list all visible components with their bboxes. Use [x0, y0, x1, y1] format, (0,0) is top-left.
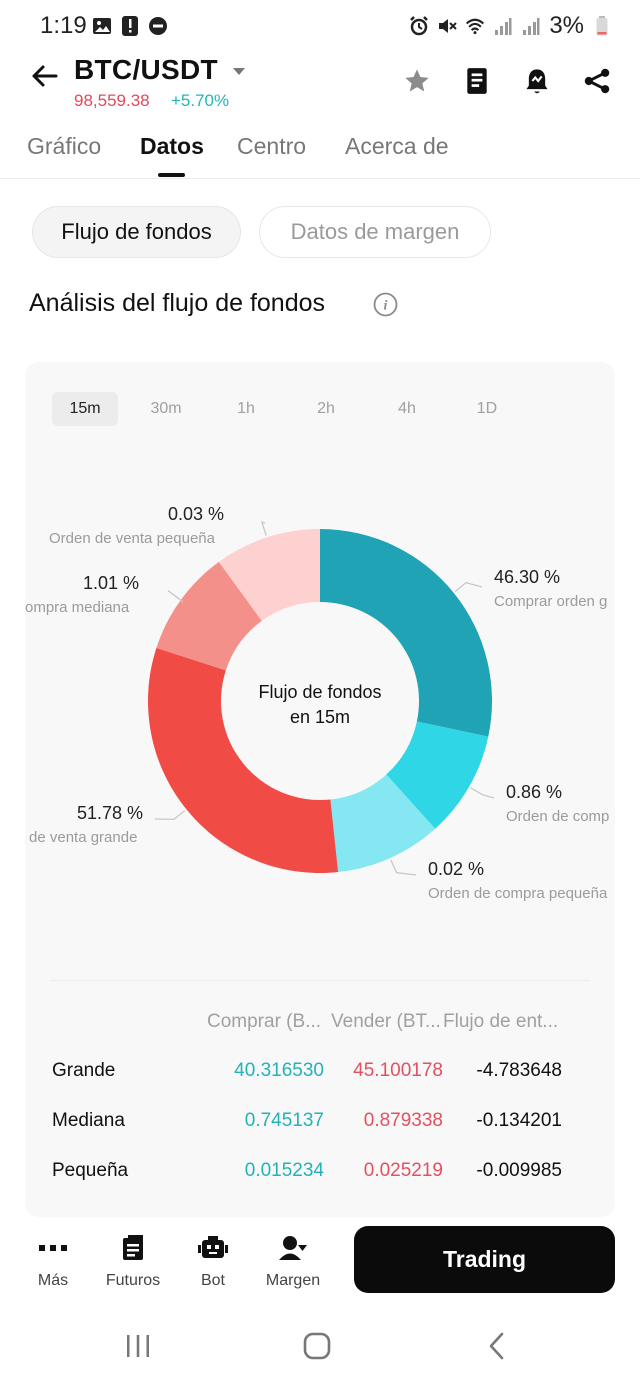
tab-grafico[interactable]: Gráfico	[27, 133, 102, 159]
slice-label-pct: 51.78 %	[77, 803, 144, 823]
row-label-mediana: Mediana	[52, 1110, 125, 1131]
slice-label-pct: 0.03 %	[168, 504, 225, 524]
back-button[interactable]	[26, 58, 62, 94]
nav-bot[interactable]: Bot	[178, 1232, 248, 1290]
star-icon[interactable]	[400, 64, 434, 98]
fund-flow-donut-chart	[148, 521, 495, 876]
cell-sell: 45.100178	[353, 1060, 443, 1081]
nav-label: Futuros	[105, 1272, 161, 1289]
nav-label: Más	[37, 1272, 69, 1289]
image-icon	[92, 16, 112, 36]
nav-mas[interactable]: Más	[18, 1232, 88, 1290]
slice-label-name: Comprar orden g	[494, 593, 608, 610]
donut-leader-line	[260, 521, 267, 536]
section-title: Análisis del flujo de fondos	[29, 289, 326, 317]
slice-label-name: Orden de compra pequeña	[428, 885, 608, 902]
info-icon[interactable]: i	[373, 292, 398, 317]
cell-sell: 0.879338	[363, 1110, 443, 1131]
recents-icon[interactable]	[118, 1330, 158, 1362]
svg-text:i: i	[384, 299, 388, 314]
timeframe-15m[interactable]: 15m	[52, 392, 118, 426]
book-icon[interactable]	[460, 64, 494, 98]
alert-bell-icon[interactable]	[520, 64, 554, 98]
timeframe-1h[interactable]: 1h	[237, 400, 255, 417]
active-tab-indicator	[158, 173, 185, 177]
slice-label-name: Orden de comp	[506, 808, 610, 825]
donut-leader-line	[454, 581, 483, 592]
slice-label-name: ompra mediana	[25, 599, 130, 616]
cell-buy: 0.015234	[244, 1160, 324, 1181]
arrow-left-icon	[32, 65, 58, 87]
tab-centro[interactable]: Centro	[237, 133, 307, 159]
cell-net: -0.134201	[476, 1110, 562, 1131]
margin-icon	[277, 1232, 309, 1264]
tabs-divider	[0, 178, 640, 179]
donut-slice	[148, 647, 339, 873]
donut-center-line2: en 15m	[289, 707, 351, 727]
slice-label-name: de venta grande	[29, 829, 138, 846]
tab-acerca-de[interactable]: Acerca de	[345, 133, 449, 159]
alarm-icon	[409, 16, 429, 36]
battery-text: 3%	[549, 12, 584, 39]
slice-label-pct: 0.86 %	[506, 782, 563, 802]
pair-title[interactable]: BTC/USDT	[74, 54, 218, 85]
cell-buy: 40.316530	[234, 1060, 324, 1081]
slice-label-pct: 1.01 %	[83, 573, 140, 593]
fund-flow-card	[25, 362, 615, 1217]
nav-margen[interactable]: Margen	[258, 1232, 328, 1290]
donut-leader-line	[390, 859, 417, 876]
donut-slice	[386, 721, 489, 829]
nav-label: Bot	[200, 1272, 225, 1289]
mute-icon	[437, 16, 458, 36]
price-change: +5.70%	[171, 91, 230, 110]
slice-label-pct: 0.02 %	[428, 859, 485, 879]
donut-leader-line	[154, 810, 186, 821]
header-flujo: Flujo de ent...	[443, 1011, 559, 1032]
segment-datos-de-margen[interactable]: Datos de margen	[259, 206, 491, 258]
battery-icon	[592, 16, 612, 36]
signal-icon	[521, 16, 541, 36]
timeframe-30m[interactable]: 30m	[150, 400, 182, 417]
wifi-icon	[465, 16, 485, 36]
timeframe-2h[interactable]: 2h	[317, 400, 335, 417]
slice-label-name: Orden de venta pequeña	[49, 530, 215, 547]
more-icon	[37, 1232, 69, 1264]
futures-icon	[117, 1232, 149, 1264]
donut-slice	[218, 529, 320, 621]
back-nav-icon[interactable]	[477, 1330, 517, 1362]
timeframe-1d[interactable]: 1D	[476, 400, 498, 417]
segment-flujo-de-fondos[interactable]: Flujo de fondos	[32, 206, 241, 258]
nav-futuros[interactable]: Futuros	[98, 1232, 168, 1290]
dnd-icon	[148, 16, 168, 36]
header-comprar: Comprar (B...	[207, 1011, 322, 1032]
status-time: 1:19	[40, 12, 87, 39]
row-label-grande: Grande	[52, 1060, 116, 1081]
donut-slice	[330, 774, 436, 873]
share-icon[interactable]	[580, 64, 614, 98]
trading-button[interactable]: Trading	[354, 1226, 615, 1293]
cell-net: -4.783648	[476, 1060, 562, 1081]
header-vender: Vender (BT...	[331, 1011, 441, 1032]
nav-label: Margen	[265, 1272, 321, 1289]
signal-icon	[493, 16, 513, 36]
donut-slice	[156, 561, 262, 671]
donut-slice	[320, 529, 492, 737]
bot-icon	[197, 1232, 229, 1264]
cell-sell: 0.025219	[363, 1160, 443, 1181]
last-price: 98,559.38	[74, 91, 150, 110]
alert-icon	[120, 16, 140, 36]
donut-leader-line	[470, 787, 495, 799]
donut-leader-line	[167, 589, 184, 603]
timeframe-4h[interactable]: 4h	[398, 400, 416, 417]
cell-net: -0.009985	[476, 1160, 562, 1181]
table-divider	[50, 980, 590, 981]
tab-datos[interactable]: Datos	[140, 133, 204, 159]
row-label-pequena: Pequeña	[52, 1160, 129, 1181]
donut-center-line1: Flujo de fondos	[258, 682, 382, 702]
caret-down-icon[interactable]	[230, 62, 248, 80]
cell-buy: 0.745137	[244, 1110, 324, 1131]
slice-label-pct: 46.30 %	[494, 567, 561, 587]
donut-center-label: Flujo de fondos en 15m	[220, 680, 420, 730]
home-icon[interactable]	[297, 1330, 337, 1362]
